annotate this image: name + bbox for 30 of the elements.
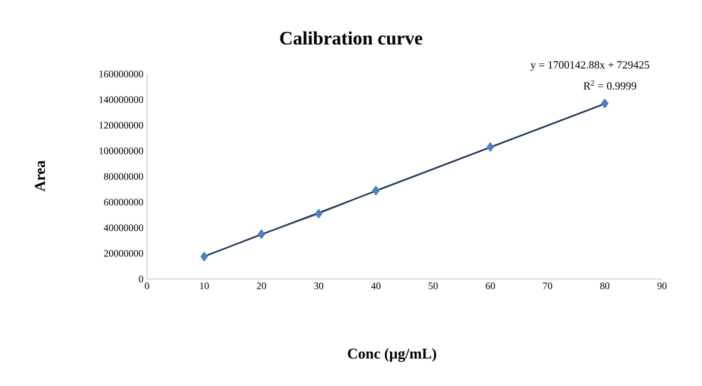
y-tick-label: 60000000 [104, 198, 144, 206]
y-tick-label: 160000000 [100, 70, 144, 78]
x-tick-label: 70 [543, 282, 552, 290]
x-tick-label: 80 [600, 282, 610, 290]
x-tick-label: 20 [256, 282, 266, 290]
point [314, 208, 322, 218]
point [372, 186, 380, 196]
text: y = 1700142.88x + 729425 [530, 61, 650, 71]
chart-title: Calibration curve [280, 31, 422, 45]
point [200, 252, 208, 262]
x-axis-title: Conc (µg/mL) [348, 348, 436, 362]
x-tick-label: 10 [200, 282, 209, 290]
x-tick-label: 60 [486, 282, 495, 290]
x-tick-label: 50 [428, 282, 438, 290]
y-tick-label: 0 [138, 276, 144, 282]
y-axis-title: Area [35, 160, 45, 192]
y-tick-label: 80000000 [104, 173, 144, 180]
annotation: R$^{2}$ = 0.9999 [584, 80, 636, 90]
point [486, 142, 494, 152]
x-tick-label: 0 [144, 282, 150, 290]
point [258, 229, 266, 239]
point [601, 98, 608, 108]
x-tick-label: 30 [314, 282, 324, 290]
y-tick-label: 120000000 [100, 122, 144, 129]
x-tick-label: 40 [371, 282, 380, 290]
y-tick-label: 140000000 [100, 96, 144, 103]
y-tick-label: 100000000 [100, 148, 144, 154]
y-tick-label: 20000000 [104, 250, 144, 257]
x-tick-label: 90 [657, 282, 667, 290]
y-tick-label: 40000000 [104, 224, 144, 232]
